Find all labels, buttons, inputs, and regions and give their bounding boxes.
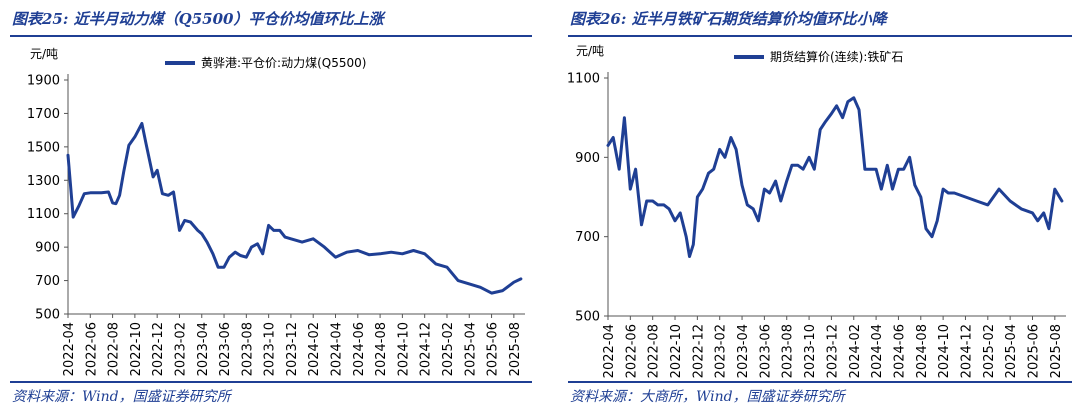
legend-label: 期货结算价(连续):铁矿石 — [770, 49, 903, 64]
x-tick-label: 2022-10 — [129, 322, 144, 376]
figure-title: 图表26: 近半月铁矿石期货结算价均值环比小降 — [570, 10, 887, 28]
x-tick-label: 2025-06 — [1026, 324, 1041, 378]
iron-ore-price-chart: 元/吨 500 700 900 1100 2022-04 2022-06 2022-08 202… — [567, 44, 1066, 378]
x-tick-label: 2025-04 — [463, 322, 478, 376]
y-tick-label: 1900 — [27, 74, 60, 89]
x-tick-label: 2024-06 — [352, 322, 367, 376]
x-tick-label: 2022-08 — [107, 322, 122, 376]
legend-label: 黄骅港:平仓价:动力煤(Q5500) — [201, 56, 366, 70]
x-tick-label: 2023-10 — [803, 324, 818, 378]
x-tick-label: 2024-10 — [937, 324, 952, 378]
x-tick-label: 2025-02 — [441, 322, 456, 376]
x-tick-label: 2025-08 — [1049, 324, 1064, 378]
x-tick-label: 2022-12 — [151, 322, 166, 376]
series-line — [66, 122, 523, 295]
x-tick-label: 2025-02 — [982, 324, 997, 378]
x-tick-label: 2024-02 — [307, 322, 322, 376]
y-tick-label: 1300 — [27, 174, 60, 189]
y-tick-label: 1100 — [567, 72, 600, 87]
x-tick-label: 2023-08 — [781, 324, 796, 378]
x-tick-label: 2023-06 — [758, 324, 773, 378]
x-tick-label: 2023-08 — [240, 322, 255, 376]
y-tick-label: 900 — [575, 151, 600, 166]
x-tick-label: 2022-06 — [84, 322, 99, 376]
x-tick-label: 2024-02 — [848, 324, 863, 378]
y-tick-label: 1500 — [27, 140, 60, 155]
x-tick-label: 2022-04 — [62, 322, 77, 376]
source-rule — [10, 381, 532, 383]
x-tick-label: 2023-10 — [263, 322, 278, 376]
x-tick-label: 2024-08 — [915, 324, 930, 378]
y-tick-label: 1100 — [27, 207, 60, 222]
x-tick-label: 2024-12 — [419, 322, 434, 376]
x-tick-label: 2025-04 — [1004, 324, 1019, 378]
title-rule — [568, 35, 1072, 37]
x-tick-label: 2023-02 — [173, 322, 188, 376]
x-tick-label: 2024-12 — [959, 324, 974, 378]
y-unit-label: 元/吨 — [576, 44, 604, 58]
x-tick-label: 2022-12 — [691, 324, 706, 378]
y-unit-label: 元/吨 — [30, 47, 58, 61]
y-tick-label: 500 — [575, 310, 600, 325]
title-rule — [10, 35, 532, 37]
chart-panel-left: 图表25: 近半月动力煤（Q5500）平仓价均值环比上涨 元/吨 500 700 90… — [10, 10, 532, 405]
x-tick-label: 2023-02 — [714, 324, 729, 378]
x-tick-label: 2022-04 — [602, 324, 617, 378]
y-tick-label: 500 — [35, 308, 60, 323]
x-tick-label: 2024-04 — [870, 324, 885, 378]
chart-panel-right: 图表26: 近半月铁矿石期货结算价均值环比小降 元/吨 500 700 900 1100… — [558, 0, 1080, 414]
coal-price-chart: 元/吨 500 700 900 1100 1300 1500 1700 1900 2022-04 2… — [27, 47, 525, 376]
series-line — [606, 96, 1064, 258]
x-tick-label: 2024-04 — [330, 322, 345, 376]
x-tick-label: 2022-10 — [669, 324, 684, 378]
y-tick-label: 1700 — [27, 107, 60, 122]
figure-title: 图表25: 近半月动力煤（Q5500）平仓价均值环比上涨 — [12, 10, 384, 28]
x-tick-label: 2023-12 — [825, 324, 840, 378]
source-note: 资料来源：Wind，国盛证券研究所 — [12, 389, 231, 405]
x-tick-label: 2023-12 — [285, 322, 300, 376]
x-tick-label: 2024-10 — [396, 322, 411, 376]
y-tick-label: 700 — [575, 230, 600, 245]
x-tick-label: 2022-08 — [647, 324, 662, 378]
x-tick-label: 2025-08 — [508, 322, 523, 376]
x-tick-label: 2024-08 — [374, 322, 389, 376]
y-tick-label: 900 — [35, 241, 60, 256]
x-tick-label: 2022-06 — [624, 324, 639, 378]
x-tick-label: 2025-06 — [486, 322, 501, 376]
x-tick-label: 2023-06 — [218, 322, 233, 376]
y-tick-label: 700 — [35, 274, 60, 289]
x-tick-label: 2023-04 — [196, 322, 211, 376]
source-note: 资料来源：大商所，Wind，国盛证券研究所 — [570, 389, 845, 405]
source-rule — [568, 381, 1072, 383]
x-tick-label: 2024-06 — [892, 324, 907, 378]
x-tick-label: 2023-04 — [736, 324, 751, 378]
